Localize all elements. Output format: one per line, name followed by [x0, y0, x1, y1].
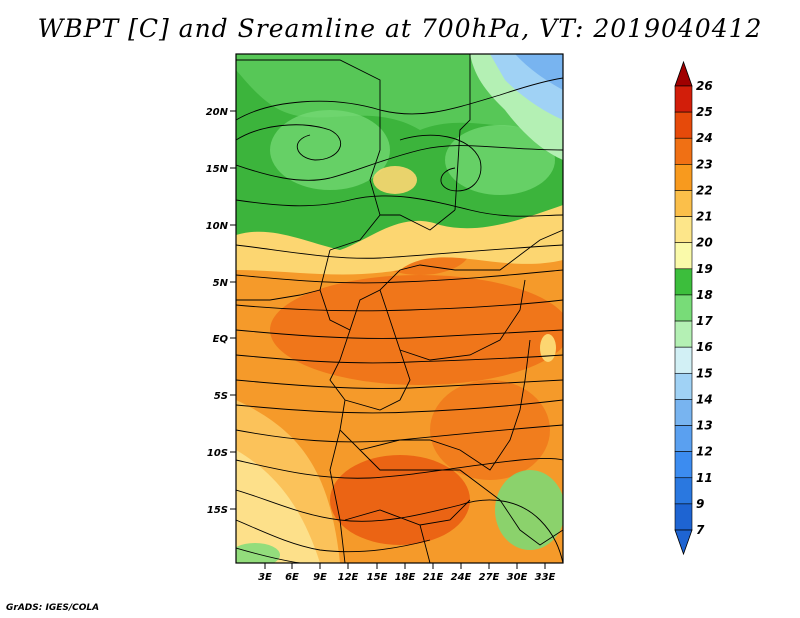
- map-frame: [235, 53, 564, 564]
- lon-label: 27E: [479, 572, 500, 583]
- colorbar-swatch: [674, 85, 693, 113]
- colorbar-label: 16: [696, 340, 713, 354]
- longitude-axis: 3E 6E 9E 12E 15E 18E 21E 24E 27E 30E 33E: [258, 563, 556, 583]
- lat-label: 10N: [206, 221, 229, 232]
- colorbar-swatch: [674, 399, 693, 426]
- lat-label: 5S: [214, 391, 228, 402]
- colorbar-label: 24: [696, 131, 713, 145]
- colorbar-swatch: [674, 216, 693, 244]
- lon-label: 9E: [313, 572, 327, 583]
- lon-label: 33E: [535, 572, 556, 583]
- grads-credit: GrADS: IGES/COLA: [6, 603, 100, 613]
- lon-label: 24E: [451, 572, 472, 583]
- colorbar-label: 21: [696, 210, 713, 224]
- streamlines: [236, 77, 563, 563]
- colorbar-label: 26: [696, 79, 713, 93]
- colorbar: 7 9 11 12 13 14 15 16 17 18 19 20 21 22 23 24 25 26: [674, 60, 713, 556]
- colorbar-swatch: [674, 137, 693, 165]
- lon-label: 18E: [395, 572, 416, 583]
- colorbar-label: 18: [696, 288, 713, 302]
- wbpt-field: [236, 54, 563, 563]
- colorbar-label: 15: [696, 366, 713, 380]
- country-borders: [236, 54, 563, 563]
- colorbar-label: 11: [696, 471, 713, 485]
- colorbar-label: 17: [696, 314, 713, 328]
- colorbar-swatch: [674, 451, 693, 479]
- colorbar-swatch: [674, 111, 693, 139]
- colorbar-swatch: [674, 372, 693, 400]
- colorbar-swatch: [674, 320, 693, 348]
- lat-label: 20N: [206, 107, 229, 118]
- lat-label: EQ: [213, 334, 229, 345]
- latitude-axis: 20N 15N 10N 5N EQ 5S 10S 15S: [206, 107, 236, 516]
- colorbar-label: 9: [696, 497, 704, 511]
- colorbar-label: 20: [696, 236, 713, 250]
- colorbar-label: 13: [696, 419, 713, 433]
- lon-label: 15E: [367, 572, 388, 583]
- colorbar-swatch: [674, 477, 693, 505]
- colorbar-label: 22: [696, 183, 713, 197]
- colorbar-swatch: [674, 164, 693, 191]
- lon-label: 12E: [338, 572, 359, 583]
- lon-label: 6E: [285, 572, 299, 583]
- colorbar-label: 19: [696, 262, 713, 276]
- colorbar-swatch: [674, 346, 693, 374]
- lat-label: 5N: [213, 278, 229, 289]
- colorbar-label: 7: [696, 523, 705, 537]
- colorbar-swatch: [674, 503, 693, 531]
- lon-label: 30E: [507, 572, 528, 583]
- lat-label: 15N: [206, 164, 229, 175]
- colorbar-label: 23: [696, 157, 713, 171]
- chart-title: WBPT [C] and Sreamline at 700hPa, VT: 20…: [37, 14, 763, 43]
- colorbar-swatch: [674, 425, 693, 452]
- lon-label: 21E: [423, 572, 444, 583]
- colorbar-bottom-arrow: [674, 529, 693, 556]
- colorbar-label: 14: [696, 392, 713, 406]
- lat-label: 15S: [207, 505, 228, 516]
- colorbar-swatch: [674, 242, 693, 270]
- lat-label: 10S: [207, 448, 228, 459]
- colorbar-top-arrow: [674, 60, 693, 87]
- colorbar-label: 25: [696, 105, 713, 119]
- colorbar-label: 12: [696, 445, 713, 459]
- colorbar-swatch: [674, 190, 693, 217]
- lon-label: 3E: [258, 572, 272, 583]
- colorbar-swatch: [674, 268, 693, 296]
- colorbar-swatch: [674, 294, 693, 322]
